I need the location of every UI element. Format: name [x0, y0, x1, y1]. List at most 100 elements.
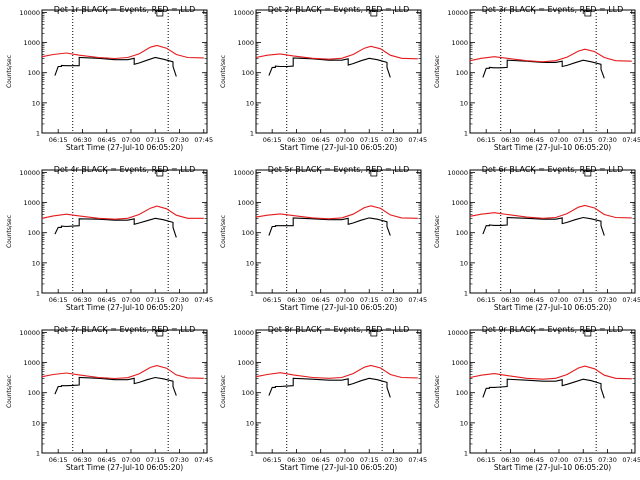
- plot-frame: [469, 169, 636, 294]
- x-tick-label: 07:15: [146, 296, 165, 304]
- chart-title: Det 2r BLACK = Events, RED = LLD: [268, 5, 410, 14]
- x-tick-label: 07:45: [194, 296, 213, 304]
- events-series-line: [482, 59, 605, 79]
- chart-title: Det 6r BLACK = Events, RED = LLD: [482, 165, 624, 174]
- y-tick-label: 1: [464, 130, 468, 138]
- x-axis-label: Start Time (27-Jul-10 06:05:20): [66, 143, 183, 152]
- y-tick-label: 1: [250, 290, 254, 298]
- chart-panel-9: Det 9r BLACK = Events, RED = LLD 06:15 06:…: [434, 325, 640, 472]
- chart-panel-2: Det 2r BLACK = Events, RED = LLD 06:15 06:…: [220, 5, 427, 152]
- y-tick-label: 1000: [451, 359, 468, 367]
- chart-title: Det 1r BLACK = Events, RED = LLD: [54, 5, 196, 14]
- plot-frame: [255, 9, 422, 134]
- x-tick-label: 06:30: [287, 456, 306, 464]
- x-tick-label: 06:45: [525, 296, 544, 304]
- events-series-line: [482, 216, 605, 236]
- y-tick-label: 1000: [237, 359, 254, 367]
- plot-frame: [469, 9, 636, 134]
- x-tick-label: 07:30: [598, 456, 617, 464]
- y-tick-label: 10: [32, 419, 40, 427]
- x-tick-label: 07:15: [360, 136, 379, 144]
- x-tick-label: 06:45: [97, 296, 116, 304]
- y-tick-label: 10: [460, 259, 468, 267]
- y-tick-label: 1000: [23, 39, 40, 47]
- y-tick-label: 10: [246, 419, 254, 427]
- x-axis-label: Start Time (27-Jul-10 06:05:20): [494, 303, 611, 312]
- x-axis-label: Start Time (27-Jul-10 06:05:20): [280, 143, 397, 152]
- y-tick-label: 1000: [237, 39, 254, 47]
- x-tick-label: 07:45: [194, 456, 213, 464]
- x-axis-label: Start Time (27-Jul-10 06:05:20): [280, 303, 397, 312]
- x-tick-label: 07:00: [336, 296, 355, 304]
- x-tick-label: 07:30: [384, 296, 403, 304]
- interval-marker: [156, 10, 164, 17]
- y-tick-label: 10000: [19, 169, 40, 177]
- y-tick-label: 100: [242, 69, 254, 77]
- y-tick-label: 100: [456, 389, 468, 397]
- y-tick-label: 10: [246, 99, 254, 107]
- x-tick-label: 06:15: [477, 136, 496, 144]
- y-tick-label: 10: [246, 259, 254, 267]
- events-series-line: [54, 217, 177, 238]
- lld-series-line: [469, 204, 632, 219]
- y-tick-label: 100: [456, 229, 468, 237]
- y-axis-label: Counts/sec: [220, 215, 227, 248]
- x-tick-label: 07:15: [360, 456, 379, 464]
- events-series-line: [268, 377, 391, 398]
- x-tick-label: 07:45: [622, 456, 640, 464]
- y-tick-label: 1000: [237, 199, 254, 207]
- interval-marker: [584, 10, 592, 17]
- chart-panel-5: Det 5r BLACK = Events, RED = LLD 06:15 06:…: [220, 165, 427, 312]
- chart-panel-3: Det 3r BLACK = Events, RED = LLD 06:15 06:…: [434, 5, 640, 152]
- y-axis-label: Counts/sec: [434, 55, 441, 88]
- x-tick-label: 07:00: [550, 456, 569, 464]
- x-tick-label: 06:30: [73, 296, 92, 304]
- x-tick-label: 07:15: [574, 296, 593, 304]
- y-tick-label: 10000: [233, 9, 254, 17]
- x-tick-label: 07:00: [336, 136, 355, 144]
- x-tick-label: 07:00: [550, 296, 569, 304]
- y-tick-label: 100: [456, 69, 468, 77]
- y-tick-label: 10000: [19, 9, 40, 17]
- x-tick-label: 06:45: [525, 136, 544, 144]
- y-tick-label: 1: [36, 130, 40, 138]
- interval-marker: [370, 170, 378, 177]
- y-axis-label: Counts/sec: [220, 55, 227, 88]
- x-tick-label: 07:15: [146, 456, 165, 464]
- x-tick-label: 07:45: [622, 296, 640, 304]
- interval-marker: [156, 170, 164, 177]
- y-tick-label: 1: [250, 130, 254, 138]
- y-tick-label: 1000: [451, 39, 468, 47]
- x-tick-label: 07:30: [170, 456, 189, 464]
- x-tick-label: 07:30: [598, 296, 617, 304]
- plot-frame: [469, 329, 636, 454]
- y-tick-label: 1000: [23, 199, 40, 207]
- lld-series-line: [255, 205, 418, 220]
- x-tick-label: 07:00: [122, 456, 141, 464]
- x-tick-label: 07:15: [574, 136, 593, 144]
- lld-series-line: [41, 365, 204, 380]
- x-tick-label: 07:00: [336, 456, 355, 464]
- x-tick-label: 07:30: [170, 136, 189, 144]
- chart-panel-7: Det 7r BLACK = Events, RED = LLD 06:15 06:…: [6, 325, 213, 472]
- x-tick-label: 06:15: [49, 456, 68, 464]
- x-axis-label: Start Time (27-Jul-10 06:05:20): [280, 463, 397, 472]
- y-tick-label: 10000: [447, 9, 468, 17]
- y-tick-label: 10000: [233, 169, 254, 177]
- events-series-line: [54, 56, 177, 77]
- y-tick-label: 100: [28, 69, 40, 77]
- x-tick-label: 06:15: [49, 296, 68, 304]
- y-axis-label: Counts/sec: [434, 375, 441, 408]
- events-series-line: [482, 378, 605, 399]
- x-tick-label: 06:30: [287, 296, 306, 304]
- x-tick-label: 06:15: [477, 456, 496, 464]
- events-series-line: [54, 376, 177, 396]
- x-tick-label: 06:30: [73, 136, 92, 144]
- x-tick-label: 07:15: [146, 136, 165, 144]
- interval-marker: [584, 170, 592, 177]
- x-tick-label: 06:45: [311, 456, 330, 464]
- y-tick-label: 1000: [23, 359, 40, 367]
- y-tick-label: 10: [32, 259, 40, 267]
- x-tick-label: 06:45: [97, 456, 116, 464]
